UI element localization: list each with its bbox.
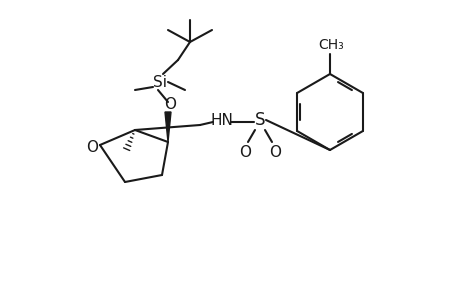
Text: S: S (254, 111, 265, 129)
Text: O: O (269, 145, 280, 160)
Polygon shape (165, 112, 171, 142)
Text: Si: Si (153, 74, 167, 89)
Text: O: O (86, 140, 98, 154)
Text: HN: HN (210, 112, 233, 128)
Text: O: O (164, 97, 176, 112)
Text: O: O (239, 145, 251, 160)
Text: CH₃: CH₃ (318, 38, 343, 52)
